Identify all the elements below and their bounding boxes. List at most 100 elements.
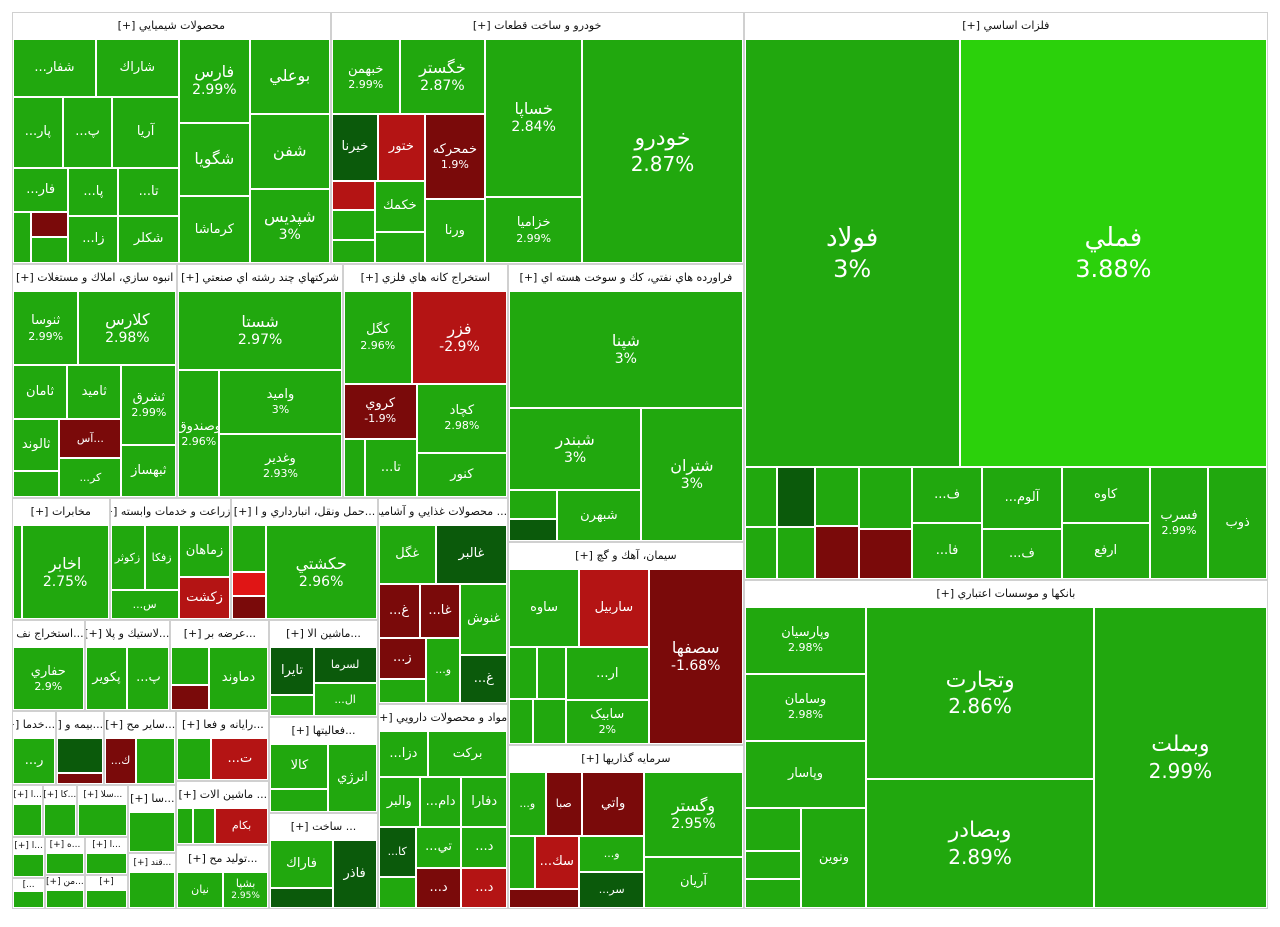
stock-tile[interactable]: ثالوند (13, 419, 60, 472)
stock-tile[interactable]: ...و (426, 638, 461, 703)
stock-tile[interactable]: وبصادر 2.89% (866, 778, 1094, 908)
stock-tile[interactable]: ...س (110, 590, 179, 620)
stock-tile[interactable]: ذوب (1208, 466, 1267, 579)
sector-title[interactable]: فراورده هاي نفتي، كك و سوخت هسته اي [+] (509, 265, 743, 292)
stock-tile[interactable]: ...پ (62, 96, 113, 169)
stock-tile-unlabeled[interactable] (509, 489, 557, 519)
sector-ka[interactable]: ...كا [+] (43, 784, 78, 838)
stock-tile[interactable]: فزر -2.9% (411, 291, 508, 384)
stock-tile[interactable]: اخابر 2.75% (21, 525, 109, 620)
stock-tile[interactable]: ...ك (105, 737, 136, 784)
stock-tile-unlabeled[interactable] (509, 647, 538, 699)
sector-title[interactable]: ...ا [+] (13, 838, 45, 855)
stock-tile[interactable]: ...كر (59, 458, 122, 498)
stock-tile-unlabeled[interactable] (815, 526, 860, 579)
sector-computer[interactable]: ...رايانه و فعا [+] ...ت (176, 710, 270, 781)
sector-title[interactable]: شركتهاي چند رشته اي صنعتي [+] (178, 265, 342, 292)
stock-tile[interactable]: ...پا (68, 168, 119, 216)
sector-title[interactable]: ...سلا [+] (78, 785, 128, 804)
stock-tile-unlabeled[interactable] (129, 811, 176, 853)
sector-title[interactable]: ...كا [+] (44, 785, 77, 804)
sector-sa[interactable]: ...سا [+] (128, 784, 177, 854)
stock-tile[interactable]: ...ف (911, 466, 983, 523)
stock-tile[interactable]: ساوه (509, 569, 579, 648)
sector-transport[interactable]: ...حمل ونقل، انبارداري و ا [+] حكشتي 2.96% (231, 498, 378, 621)
sector-title[interactable]: خودرو و ساخت قطعات [+] (331, 13, 743, 39)
stock-tile[interactable]: ثامان (13, 365, 68, 420)
sector-cement[interactable]: سيمان، آهك و گچ [+] سصفها -1.68% ساربيل ساوه… (508, 542, 744, 745)
sector-multi[interactable]: شركتهاي چند رشته اي صنعتي [+] شستا 2.97% وا… (177, 264, 343, 499)
stock-tile[interactable]: ...دزا (378, 730, 429, 778)
sector-title[interactable]: ...خدما [+] (13, 711, 56, 738)
stock-tile[interactable]: ...زا (68, 215, 119, 264)
sector-other_products[interactable]: ...ساير مح [+] ...ك (104, 710, 177, 785)
sector-h1[interactable]: ...ه [+] (45, 837, 85, 876)
stock-tile[interactable]: دفارا (461, 777, 508, 828)
sector-title[interactable]: ...بيمه و [+] (57, 711, 104, 738)
stock-tile[interactable]: انرژي (328, 743, 377, 812)
sector-title[interactable]: ...ا [+] (13, 785, 43, 804)
stock-tile[interactable]: وتجارت 2.86% (866, 606, 1094, 779)
stock-tile[interactable]: ...سك (534, 836, 580, 889)
stock-tile[interactable]: خمحرکه 1.9% (424, 114, 486, 200)
stock-tile[interactable]: وپاسار (744, 740, 867, 808)
stock-tile[interactable]: ثاميد (67, 365, 122, 420)
stock-tile-unlabeled[interactable] (744, 850, 802, 880)
sector-title[interactable]: ...ا [+] (85, 838, 128, 854)
stock-tile[interactable]: زكشت (178, 576, 231, 620)
sector-machinery[interactable]: ...ماشين الا [+] لسرما ...ال تايرا (269, 620, 378, 717)
stock-tile-unlabeled[interactable] (537, 647, 566, 699)
sector-realestate[interactable]: انبوه سازي، املاك و مستغلات [+] كلارس 2.98… (12, 264, 178, 499)
stock-tile[interactable]: كچاد 2.98% (416, 383, 508, 453)
stock-tile[interactable]: وغدير 2.93% (219, 433, 342, 498)
stock-tile[interactable]: خودرو 2.87% (582, 39, 743, 264)
stock-tile-unlabeled[interactable] (46, 853, 84, 875)
stock-tile[interactable]: شبهرن (556, 489, 642, 542)
sector-services[interactable]: ...خدما [+] ...ر (12, 710, 57, 785)
stock-tile[interactable]: ثنوسا 2.99% (13, 291, 79, 366)
stock-tile-unlabeled[interactable] (270, 887, 333, 908)
sector-title[interactable]: سيمان، آهك و گچ [+] (509, 543, 743, 570)
stock-tile[interactable]: ...آلوم (982, 466, 1062, 529)
stock-tile[interactable]: ارفع (1061, 522, 1150, 579)
sector-title[interactable]: ...حمل ونقل، انبارداري و ا [+] (232, 499, 377, 526)
stock-tile-unlabeled[interactable] (331, 180, 376, 211)
stock-tile[interactable]: ...شفار (13, 39, 96, 97)
sector-mining[interactable]: استخراج كانه هاي فلزي [+] فزر -2.9% كگل 2.96… (342, 264, 509, 499)
stock-tile[interactable]: ...ف (982, 528, 1062, 579)
stock-tile[interactable]: ...د (461, 867, 508, 908)
stock-tile-unlabeled[interactable] (177, 808, 194, 844)
stock-tile[interactable]: حكشتي 2.96% (265, 525, 377, 620)
stock-tile-unlabeled[interactable] (13, 471, 60, 498)
stock-tile[interactable]: كاوه (1061, 466, 1150, 523)
stock-tile-unlabeled[interactable] (44, 803, 77, 837)
stock-tile[interactable]: فارس 2.99% (178, 39, 250, 123)
sector-a2[interactable]: ...ا [+] (84, 837, 129, 875)
stock-tile-unlabeled[interactable] (171, 684, 209, 710)
stock-tile[interactable]: بشپا 2.95% (222, 872, 269, 908)
stock-tile[interactable]: شگويا (178, 122, 250, 197)
sector-title[interactable]: مخابرات [+] (13, 499, 109, 526)
stock-tile[interactable]: ...تي (415, 827, 462, 868)
stock-tile[interactable]: ...پ (127, 647, 170, 710)
sector-title[interactable]: بانكها و موسسات اعتباري [+] (744, 580, 1267, 607)
sector-title[interactable]: ...] (13, 878, 45, 892)
stock-tile[interactable]: خگستر 2.87% (399, 39, 485, 115)
stock-tile-unlabeled[interactable] (85, 853, 128, 874)
sector-pharma[interactable]: مواد و محصولات دارويي [+] بركت ...دزا دفارا… (377, 703, 509, 909)
sector-title[interactable]: ...عرضه بر [+] (171, 621, 269, 648)
stock-tile[interactable]: غالبر (435, 525, 508, 584)
sector-title[interactable]: ... محصولات غذايي و آشاميدني به [+] (378, 499, 508, 526)
stock-tile-unlabeled[interactable] (859, 528, 912, 579)
stock-tile-unlabeled[interactable] (232, 525, 266, 573)
stock-tile[interactable]: فاراك (270, 839, 333, 888)
stock-tile[interactable]: والبر (378, 777, 420, 828)
stock-tile-unlabeled[interactable] (815, 466, 860, 527)
stock-tile-unlabeled[interactable] (85, 889, 128, 908)
sector-power[interactable]: ...توليد مح [+] بشپا 2.95% نيان (176, 845, 270, 909)
stock-tile-unlabeled[interactable] (859, 466, 912, 529)
stock-tile[interactable]: كلارس 2.98% (78, 291, 177, 366)
stock-tile[interactable]: خكمك (375, 180, 425, 233)
sector-title[interactable]: ...توليد مح [+] (177, 846, 269, 872)
stock-tile[interactable]: بركت (428, 730, 508, 778)
